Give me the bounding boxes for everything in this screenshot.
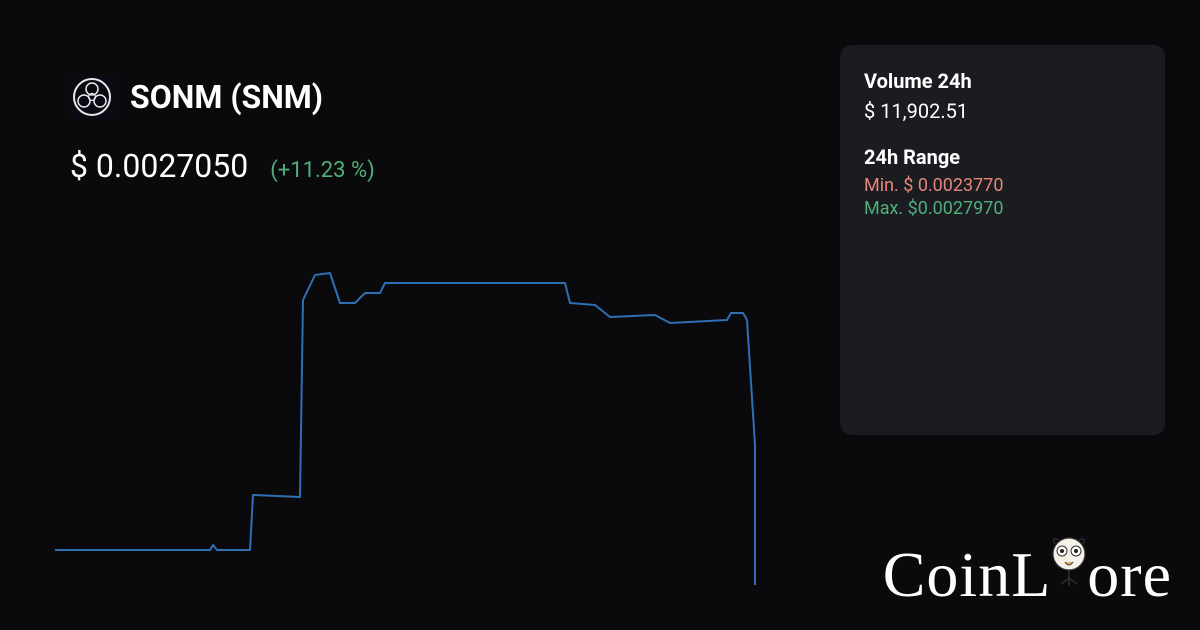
brand-text-left: CoinL bbox=[883, 538, 1052, 612]
brand-logo: CoinL ore bbox=[883, 538, 1172, 612]
brand-mascot-icon bbox=[1047, 532, 1091, 606]
range-label: 24h Range bbox=[864, 145, 1141, 169]
range-max: Max. $0.0027970 bbox=[864, 198, 1141, 219]
price-chart bbox=[55, 245, 825, 585]
range-min: Min. $ 0.0023770 bbox=[864, 175, 1141, 196]
volume-value: $ 11,902.51 bbox=[864, 99, 1141, 123]
title-row: SONM (SNM) bbox=[70, 75, 830, 119]
coin-change: (+11.23 %) bbox=[270, 158, 375, 183]
price-row: $ 0.0027050 (+11.23 %) bbox=[70, 147, 830, 185]
coin-price: $ 0.0027050 bbox=[70, 147, 248, 185]
volume-label: Volume 24h bbox=[864, 69, 1141, 93]
brand-text-right: ore bbox=[1087, 538, 1172, 612]
stats-panel: Volume 24h $ 11,902.51 24h Range Min. $ … bbox=[840, 45, 1165, 435]
coin-icon bbox=[70, 75, 114, 119]
coin-title: SONM (SNM) bbox=[130, 78, 323, 116]
